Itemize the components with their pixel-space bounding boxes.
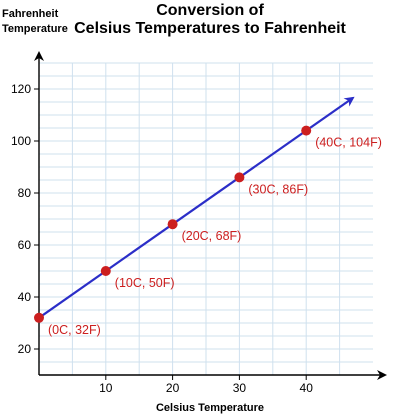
- y-tick-label: 20: [18, 342, 32, 356]
- series: (0C, 32F) (10C, 50F) (20C, 68F) (30C, 86F) (…: [34, 96, 382, 337]
- data-point: [301, 125, 312, 136]
- data-point-label: (0C, 32F): [48, 323, 101, 337]
- data-point: [34, 312, 44, 323]
- y-axis-label-line: Temperature: [2, 23, 68, 35]
- x-tick-label: 30: [233, 381, 247, 395]
- series-line: [38, 96, 355, 319]
- x-axis-label: Celsius Temperature: [156, 402, 264, 414]
- y-axis-label-line: Fahrenheit: [2, 8, 59, 20]
- data-point: [234, 172, 245, 183]
- x-tick-label: 20: [166, 381, 180, 395]
- chart-title-line: Celsius Temperatures to Fahrenheit: [74, 20, 346, 37]
- tick-labels: 10 20 30 40 20 40 60 80 100 120: [11, 82, 313, 395]
- data-point-label: (10C, 50F): [115, 276, 175, 290]
- data-point-label: (40C, 104F): [315, 136, 382, 150]
- chart-title: Conversion of Celsius Temperatures to Fah…: [74, 2, 346, 37]
- chart-title-line: Conversion of: [156, 2, 264, 19]
- grid: [39, 62, 373, 375]
- y-tick-label: 80: [18, 186, 32, 200]
- y-tick-label: 120: [11, 82, 31, 96]
- data-point-label: (30C, 86F): [248, 182, 308, 196]
- y-axis-label: Fahrenheit Temperature: [2, 8, 68, 35]
- data-point: [167, 219, 178, 230]
- y-tick-label: 60: [18, 238, 32, 252]
- x-tick-label: 40: [300, 381, 314, 395]
- chart-text: Conversion of Celsius Temperatures to Fah…: [2, 2, 347, 414]
- y-tick-label: 40: [18, 290, 32, 304]
- data-point: [100, 266, 111, 276]
- x-tick-label: 10: [99, 381, 113, 395]
- y-tick-label: 100: [11, 134, 31, 148]
- data-point-label: (20C, 68F): [182, 229, 242, 243]
